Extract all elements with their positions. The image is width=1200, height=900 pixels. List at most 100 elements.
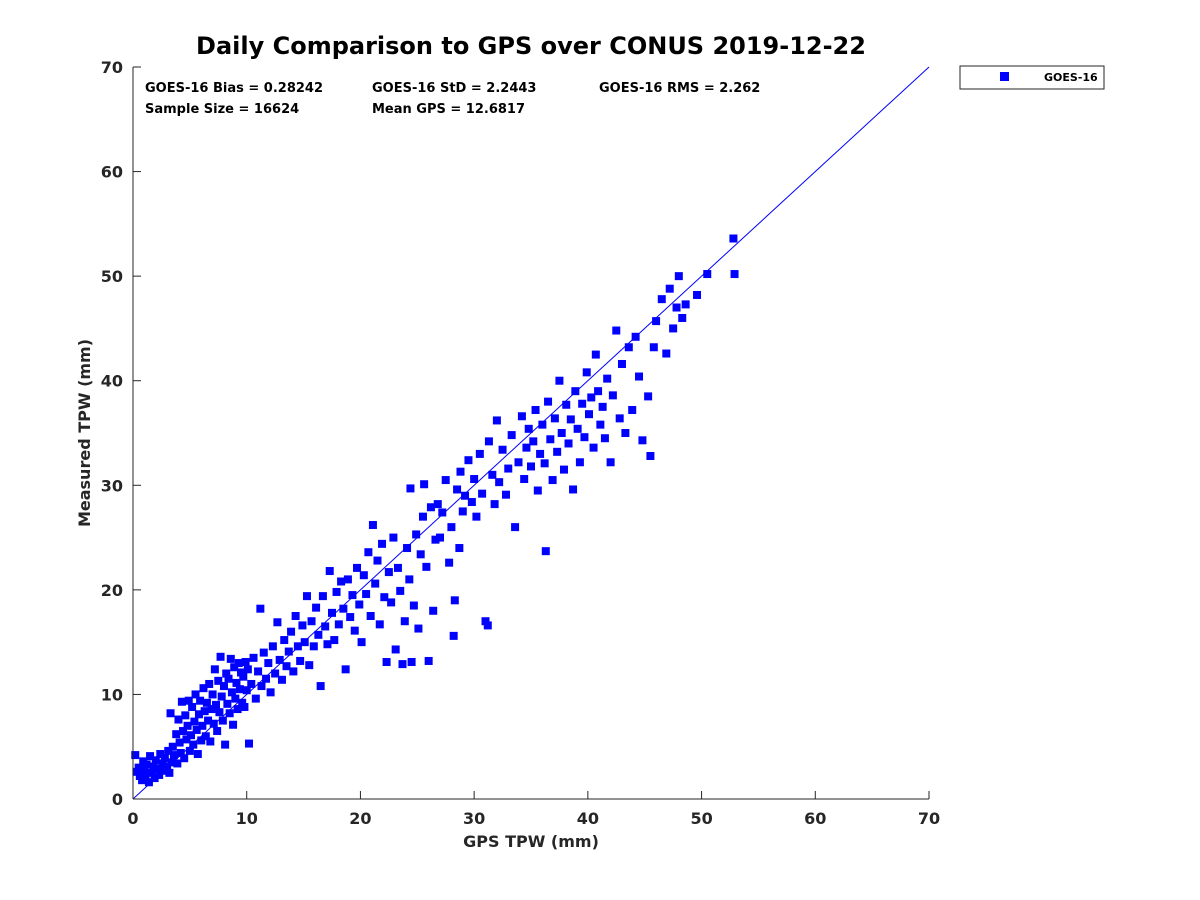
data-point xyxy=(189,740,198,749)
x-tick-label: 0 xyxy=(127,809,138,828)
data-point xyxy=(603,374,612,383)
data-point xyxy=(544,397,553,406)
data-point xyxy=(389,533,398,542)
data-point xyxy=(628,405,637,414)
data-point xyxy=(213,727,222,736)
data-point xyxy=(251,694,260,703)
data-point xyxy=(464,456,473,465)
data-point xyxy=(589,443,598,452)
data-point xyxy=(384,568,393,577)
data-point xyxy=(147,768,156,777)
data-point xyxy=(429,606,438,615)
data-point xyxy=(520,475,529,484)
data-point xyxy=(185,746,194,755)
data-point xyxy=(221,740,230,749)
data-point xyxy=(407,658,416,667)
data-point xyxy=(257,682,266,691)
data-point xyxy=(282,662,291,671)
data-point xyxy=(524,424,533,433)
data-point xyxy=(433,500,442,509)
data-point xyxy=(378,539,387,548)
data-point xyxy=(495,478,504,487)
data-point xyxy=(584,410,593,419)
data-point xyxy=(559,465,568,474)
data-point xyxy=(541,547,550,556)
data-point xyxy=(179,727,188,736)
data-point xyxy=(562,400,571,409)
data-point xyxy=(230,663,239,672)
data-point xyxy=(184,696,193,705)
data-point xyxy=(364,548,373,557)
y-tick-label: 0 xyxy=(112,790,123,809)
data-point xyxy=(501,490,510,499)
data-point xyxy=(212,700,221,709)
data-point xyxy=(298,621,307,630)
x-tick-label: 70 xyxy=(918,809,940,828)
data-point xyxy=(600,434,609,443)
data-point xyxy=(445,558,454,567)
stat-sample-size: Sample Size = 16624 xyxy=(145,102,299,117)
data-point xyxy=(160,754,169,763)
data-point xyxy=(396,586,405,595)
data-point xyxy=(214,676,223,685)
data-point xyxy=(223,699,232,708)
data-point xyxy=(235,685,244,694)
data-point xyxy=(422,562,431,571)
legend-marker xyxy=(1000,72,1009,81)
y-tick-label: 10 xyxy=(101,685,123,704)
data-point xyxy=(182,735,191,744)
data-point xyxy=(307,617,316,626)
data-point xyxy=(449,631,458,640)
data-point xyxy=(321,622,330,631)
data-point xyxy=(517,412,526,421)
data-point xyxy=(447,523,456,532)
data-point xyxy=(237,668,246,677)
data-point xyxy=(492,416,501,425)
data-point xyxy=(635,372,644,381)
x-tick-label: 20 xyxy=(349,809,371,828)
data-point xyxy=(533,486,542,495)
data-point xyxy=(328,608,336,617)
data-point xyxy=(144,778,153,787)
data-point xyxy=(569,485,578,494)
data-point xyxy=(488,470,497,479)
data-point xyxy=(484,437,493,446)
data-point xyxy=(406,484,415,493)
data-point xyxy=(359,571,368,580)
data-point xyxy=(280,636,289,645)
data-point xyxy=(314,630,323,639)
data-point xyxy=(564,439,573,448)
data-point xyxy=(217,692,226,701)
x-ticks: 0 10 20 30 40 50 60 70 xyxy=(127,791,940,828)
data-point xyxy=(596,420,605,429)
data-point xyxy=(580,433,589,442)
data-point xyxy=(368,521,377,530)
data-point xyxy=(289,667,298,676)
data-point xyxy=(138,776,147,785)
data-point xyxy=(621,429,630,437)
data-point xyxy=(373,556,382,565)
data-point xyxy=(453,485,462,494)
data-point xyxy=(140,764,149,773)
data-point xyxy=(348,591,357,600)
data-point xyxy=(166,709,175,718)
data-point xyxy=(391,645,400,654)
data-point xyxy=(273,618,282,627)
data-point xyxy=(165,768,174,777)
data-point xyxy=(174,715,183,724)
data-point xyxy=(649,343,658,352)
x-tick-label: 60 xyxy=(804,809,826,828)
data-point xyxy=(268,642,277,651)
data-point xyxy=(598,402,607,411)
data-point xyxy=(400,617,409,626)
data-point xyxy=(156,750,165,759)
data-point xyxy=(296,656,305,665)
data-point xyxy=(531,405,540,414)
data-point xyxy=(409,601,418,610)
data-point xyxy=(318,592,327,601)
data-point xyxy=(305,661,314,670)
data-point xyxy=(175,738,184,747)
data-point xyxy=(291,612,300,620)
data-point xyxy=(353,563,362,572)
data-point xyxy=(355,600,364,609)
